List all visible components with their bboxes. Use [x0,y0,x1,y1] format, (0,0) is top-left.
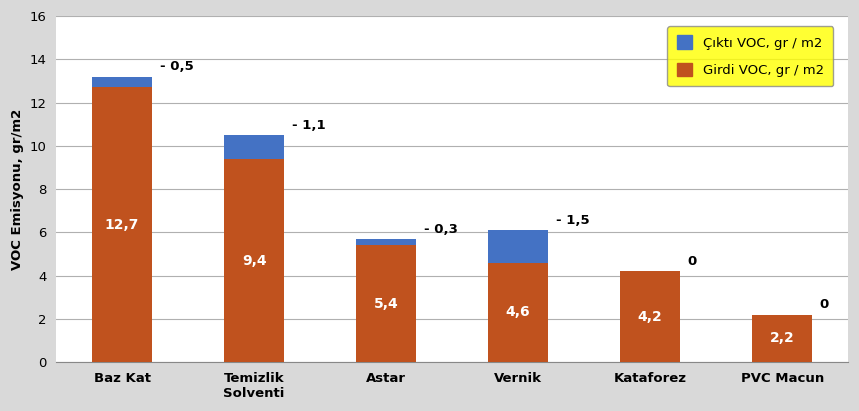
Text: 4,6: 4,6 [506,305,531,319]
Text: 2,2: 2,2 [770,331,795,345]
Text: 4,2: 4,2 [637,310,662,324]
Text: 0: 0 [819,298,829,312]
Bar [752,314,812,362]
Bar [93,88,152,362]
Bar [224,135,283,159]
Text: - 0,3: - 0,3 [423,223,458,236]
Bar [356,245,416,362]
Bar [93,77,152,88]
Bar [224,159,283,362]
Text: 9,4: 9,4 [241,254,266,268]
Bar [620,271,679,362]
Text: - 1,5: - 1,5 [556,214,589,227]
Y-axis label: VOC Emisyonu, gr/m2: VOC Emisyonu, gr/m2 [11,109,24,270]
Text: - 1,1: - 1,1 [292,119,326,132]
Bar [356,239,416,245]
Text: - 0,5: - 0,5 [160,60,193,74]
Text: 0: 0 [688,255,697,268]
Text: 5,4: 5,4 [374,297,399,311]
Bar [489,230,548,263]
Legend: Çıktı VOC, gr / m2, Girdi VOC, gr / m2: Çıktı VOC, gr / m2, Girdi VOC, gr / m2 [667,26,833,86]
Bar [489,263,548,362]
Text: 12,7: 12,7 [105,218,139,232]
